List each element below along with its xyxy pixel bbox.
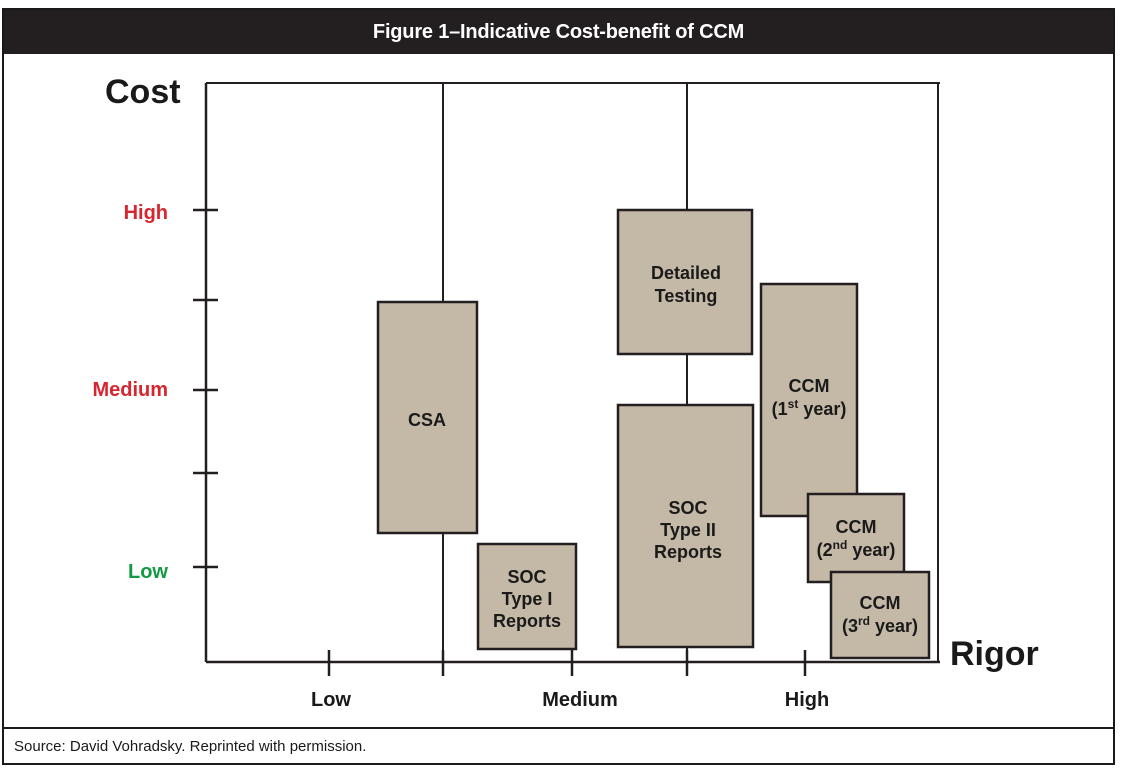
box-label-line: Reports: [654, 542, 722, 562]
box-label-line: (3rd year): [842, 614, 918, 636]
box-label-line: Reports: [493, 611, 561, 631]
detailed-testing-box: Detailed Testing: [616, 208, 754, 356]
csa-box: CSA: [376, 300, 479, 535]
x-tick-label-high: High: [785, 689, 829, 711]
ccm-year2-box: CCM (2nd year): [806, 492, 906, 584]
box-label-line: CCM: [860, 593, 901, 613]
box-label-line: CSA: [408, 410, 446, 430]
soc-type1-box: SOC Type I Reports: [476, 542, 578, 651]
box-label-line: Detailed: [651, 263, 721, 283]
box-label-line: Testing: [655, 286, 718, 306]
box-label-line: (2nd year): [817, 538, 896, 560]
y-tick-label-low: Low: [128, 561, 168, 583]
y-tick-label-medium: Medium: [92, 379, 168, 401]
box-label-line: Type I: [502, 589, 553, 609]
box-label-line: SOC: [507, 567, 546, 587]
x-axis-ticks: [327, 650, 807, 676]
ccm-year3-box: CCM (3rd year): [829, 570, 931, 660]
x-tick-label-medium: Medium: [542, 689, 618, 711]
box-label-line: CCM: [789, 376, 830, 396]
y-axis-ticks: [193, 208, 218, 569]
x-tick-label-low: Low: [311, 689, 351, 711]
box-label-line: (1st year): [772, 397, 847, 419]
y-tick-label-high: High: [124, 202, 168, 224]
ccm-year1-box: CCM (1st year): [759, 282, 859, 518]
y-axis-title: Cost: [105, 73, 181, 111]
box-label-line: CCM: [836, 517, 877, 537]
box-label-line: Type II: [660, 520, 716, 540]
box-label-line: SOC: [668, 498, 707, 518]
x-axis-title: Rigor: [950, 635, 1039, 673]
figure-title: Figure 1–Indicative Cost-benefit of CCM: [4, 10, 1113, 54]
soc-type2-box: SOC Type II Reports: [616, 403, 755, 649]
source-caption: Source: David Vohradsky. Reprinted with …: [4, 727, 1113, 763]
